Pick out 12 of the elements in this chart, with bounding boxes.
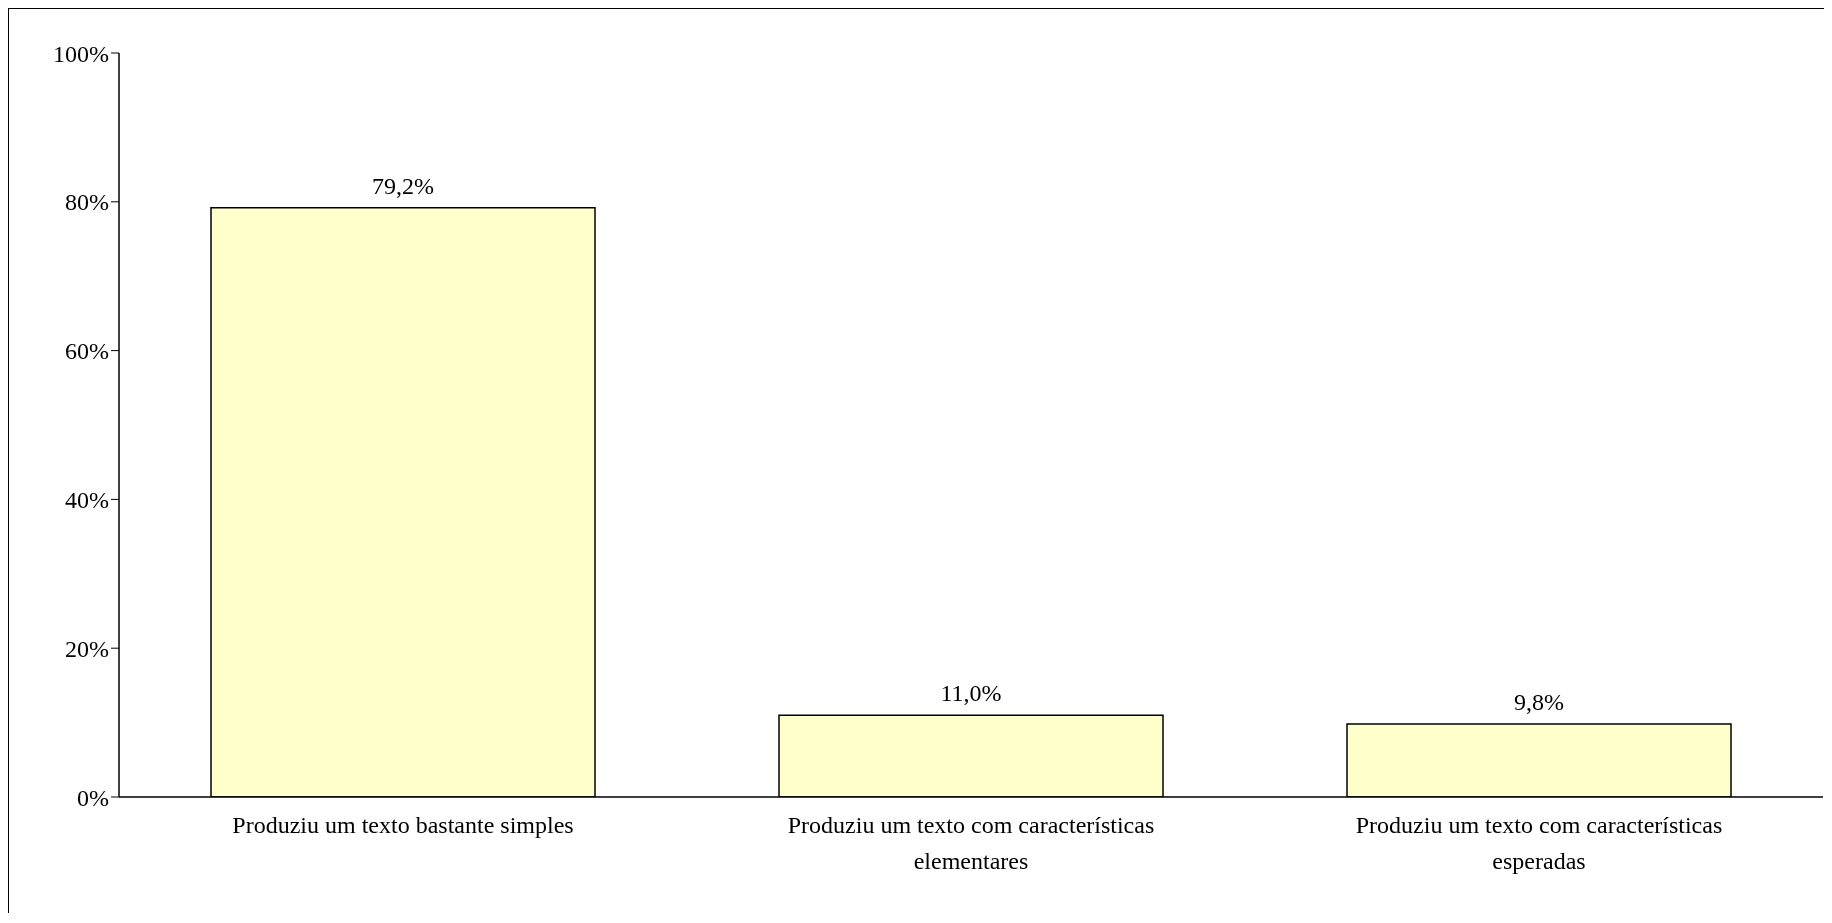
x-tick-label: Produziu um texto com características elementares [787,812,1155,874]
y-tick-label: 40% [65,486,109,513]
y-tick-label: 60% [65,338,109,365]
y-tick-label: 80% [65,189,109,216]
data-label: 11,0% [940,680,1002,707]
y-tick-label: 100% [53,40,109,67]
y-tick-label: 20% [65,635,109,662]
data-label: 9,8% [1514,689,1564,716]
data-label: 79,2% [372,172,434,199]
y-tick-label: 0% [77,784,109,811]
x-tick-label: Produziu um texto com características esperadas [1355,812,1723,874]
x-tick-label: Produziu um texto bastante simples [232,812,574,838]
